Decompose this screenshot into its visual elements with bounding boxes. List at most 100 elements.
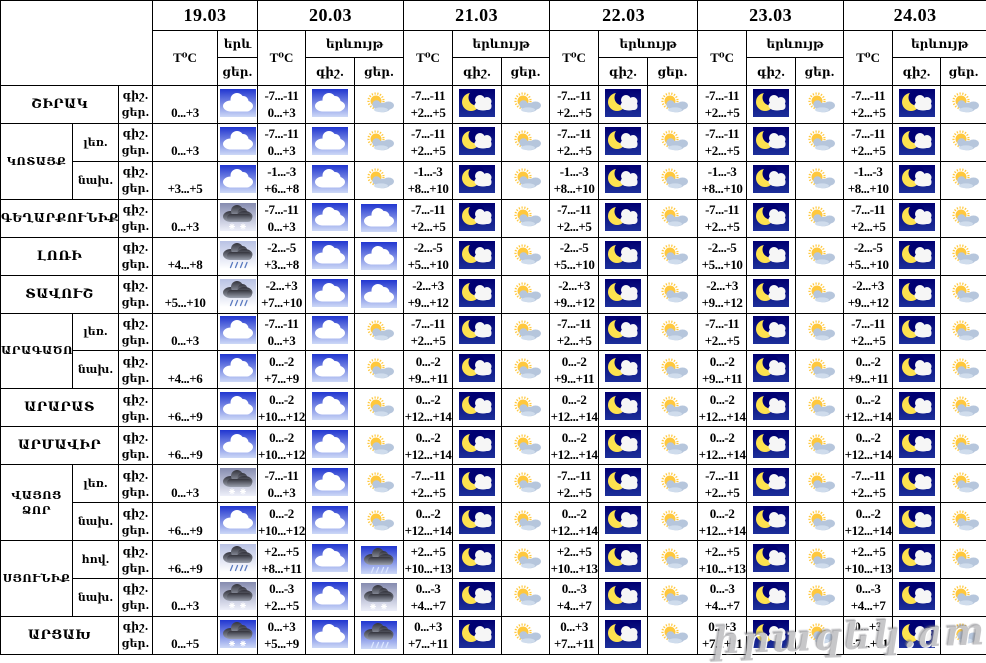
night-temp: 0...-3 (550, 580, 598, 597)
sun-cloud-icon (802, 128, 838, 156)
day-temp: 0...+3 (153, 142, 217, 159)
temp-column-header: T⁰C (404, 31, 453, 86)
temp-cell: -7...-11+2...+5 (698, 313, 747, 351)
night-label: գիշ. (119, 201, 152, 218)
day-icon-cell (796, 389, 844, 427)
date-header: 20.03 (258, 1, 404, 31)
sun-cloud-icon (946, 508, 982, 536)
sun-cloud-icon (655, 583, 691, 611)
moon-cloud-icon (605, 468, 641, 496)
temp-cell: +6...+9 (153, 541, 218, 579)
day-icon-cell (648, 427, 698, 465)
temp-cell: -2...+3+9...+12 (844, 275, 893, 313)
moon-cloud-icon (753, 89, 789, 117)
temp-cell: 0...-2+9...+11 (550, 351, 599, 389)
moon-cloud-icon (459, 165, 495, 193)
moon-cloud-icon (605, 127, 641, 155)
night-temp: 0...+3 (404, 618, 452, 635)
night-temp: -7...-11 (844, 87, 892, 104)
night-icon-cell (599, 237, 648, 275)
night-icon-cell (893, 161, 941, 199)
sun-cloud-icon (946, 318, 982, 346)
temp-cell: 0...-3+4...+7 (550, 578, 599, 616)
night-temp: -7...-11 (550, 201, 598, 218)
day-icon-cell (796, 199, 844, 237)
night-icon-cell (453, 123, 502, 161)
day-label: ցեր. (119, 522, 152, 539)
day-temp: +8...+10 (550, 180, 598, 197)
day-temp: +6...+9 (153, 446, 217, 463)
moon-cloud-icon (899, 127, 935, 155)
night-icon-cell (453, 541, 502, 579)
sun-cloud-icon (946, 546, 982, 574)
cloud-icon (312, 165, 348, 193)
night-temp: -1...-3 (550, 163, 598, 180)
day-icon-cell (941, 237, 986, 275)
moon-cloud-icon (753, 620, 789, 648)
night-temp: -2...+3 (404, 277, 452, 294)
night-icon-cell (599, 199, 648, 237)
night-subheader: գիշ. (747, 58, 796, 86)
temp-cell: 0...-2+12...+14 (550, 427, 599, 465)
day-label: ցեր. (119, 370, 152, 387)
sun-cloud-icon (655, 356, 691, 384)
day-icon-cell (502, 465, 550, 503)
night-temp: 0...+3 (844, 618, 892, 635)
sun-cloud-icon (655, 318, 691, 346)
day-temp: +2...+5 (404, 484, 452, 501)
temp-cell: -7...-11+2...+5 (698, 465, 747, 503)
night-day-labels: գիշ.ցեր. (119, 351, 153, 389)
night-icon-cell (747, 123, 796, 161)
day-temp: +6...+8 (258, 180, 305, 197)
night-day-labels: գիշ.ցեր. (119, 465, 153, 503)
temp-cell: +3...+5 (153, 161, 218, 199)
temp-cell: 0...+3 (153, 313, 218, 351)
night-icon-cell (306, 503, 355, 541)
temp-cell: 0...-3+2...+5 (258, 578, 306, 616)
sun-cloud-icon (946, 394, 982, 422)
sun-cloud-icon (361, 166, 397, 194)
day-temp: +7...+11 (404, 635, 452, 652)
moon-cloud-icon (459, 506, 495, 534)
temp-cell: -2...+3+9...+12 (404, 275, 453, 313)
night-temp: -7...-11 (258, 467, 305, 484)
day-icon-cell (218, 351, 258, 389)
moon-cloud-icon (753, 430, 789, 458)
day-icon-cell (941, 503, 986, 541)
night-day-labels: գիշ.ցեր. (119, 199, 153, 237)
sun-cloud-icon (946, 204, 982, 232)
day-temp: 0...+3 (153, 332, 217, 349)
moon-cloud-icon (753, 392, 789, 420)
day-icon-cell (502, 275, 550, 313)
day-temp: 0...+3 (258, 484, 305, 501)
night-icon-cell (893, 541, 941, 579)
temp-cell: -2...+3+9...+12 (550, 275, 599, 313)
night-icon-cell (893, 123, 941, 161)
temp-cell: -7...-11+2...+5 (844, 313, 893, 351)
night-temp: 0...-2 (698, 505, 746, 522)
sun-cloud-icon (361, 318, 397, 346)
day-label: ցեր. (119, 294, 152, 311)
night-temp: -7...-11 (698, 125, 746, 142)
night-icon-cell (893, 313, 941, 351)
day-icon-cell (502, 427, 550, 465)
night-icon-cell (453, 161, 502, 199)
temp-cell: -7...-11+2...+5 (844, 465, 893, 503)
temp-column-header: T⁰C (844, 31, 893, 86)
night-temp: -1...-3 (404, 163, 452, 180)
temp-cell: -2...-5+5...+10 (550, 237, 599, 275)
temp-cell: +2...+5+8...+11 (258, 541, 306, 579)
day-temp: +12...+14 (404, 446, 452, 463)
night-temp: 0...-2 (404, 353, 452, 370)
night-day-labels: գիշ.ցեր. (119, 123, 153, 161)
moon-cloud-icon (899, 279, 935, 307)
day-icon-cell (218, 199, 258, 237)
temp-column-header: T⁰C (258, 31, 306, 86)
day-icon-cell (796, 313, 844, 351)
night-icon-cell (893, 616, 941, 654)
